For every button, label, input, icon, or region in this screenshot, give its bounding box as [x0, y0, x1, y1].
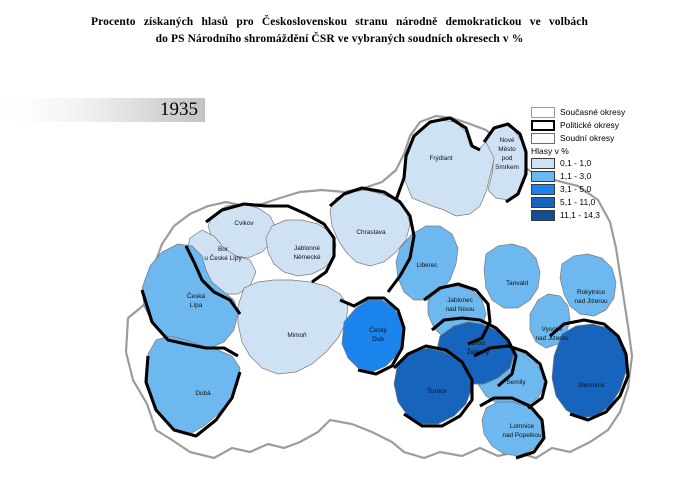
district-chrastava: [329, 189, 411, 267]
svg-text:nad Popelkou: nad Popelkou: [502, 432, 542, 439]
legend-label-class-4: 11,1 - 14,3: [560, 210, 601, 220]
legend-class-0: 0,1 - 1,0: [531, 157, 677, 169]
svg-text:Dub: Dub: [372, 336, 384, 343]
judicial-districts-layer: [141, 119, 627, 457]
label-nove-mesto-pod-smrkem: Nové: [500, 137, 515, 144]
label-bor-u-ceske-lipy: Bor: [218, 246, 229, 253]
legend-swatch-current-districts: [531, 106, 555, 118]
svg-text:nad Jizerou: nad Jizerou: [535, 335, 568, 342]
legend-item-current-districts: Současné okresy: [531, 106, 677, 118]
legend-swatch-class-2: [531, 183, 555, 195]
label-cesky-dub: Český: [369, 325, 388, 334]
svg-text:pod: pod: [502, 155, 513, 162]
label-jablonec-nad-nisou: Jablonec: [447, 297, 473, 304]
label-turnov: Turnov: [427, 388, 447, 395]
legend-swatch-class-0: [531, 157, 555, 169]
district-lomnice-nad-popelkou: [481, 401, 545, 457]
svg-text:nad Jizerou: nad Jizerou: [574, 298, 607, 305]
legend-value-heading: Hlasy v %: [531, 146, 569, 156]
title-line-1: Procento získaných hlasů pro Českosloven…: [91, 16, 588, 28]
svg-text:Železný: Železný: [467, 347, 490, 356]
map-legend: Současné okresy Politické okresy Soudní …: [531, 106, 677, 222]
label-jilemnice: Jilemnice: [578, 382, 605, 389]
legend-class-4: 11,1 - 14,3: [531, 209, 677, 221]
page-title: Procento získaných hlasů pro Českosloven…: [0, 14, 679, 48]
label-frydlant: Frýdlant: [429, 155, 452, 162]
legend-swatch-class-3: [531, 196, 555, 208]
label-liberec: Liberec: [417, 262, 439, 269]
label-cvikov: Cvikov: [234, 220, 254, 227]
svg-text:nad Nisou: nad Nisou: [446, 306, 475, 313]
label-ceska-lipa: Česká: [187, 291, 206, 300]
label-brod-zelezny: Brod: [471, 340, 485, 347]
svg-text:Smrkem: Smrkem: [495, 164, 519, 171]
svg-text:Město: Město: [498, 146, 516, 153]
svg-text:u České Lípy: u České Lípy: [204, 253, 242, 262]
legend-label-class-2: 3,1 - 5,0: [560, 184, 592, 194]
legend-class-2: 3,1 - 5,0: [531, 183, 677, 195]
district-labels-layer: Frýdlant Nové Město pod Smrkem Cvikov Bo…: [187, 137, 608, 439]
district-tanvald: [483, 243, 541, 309]
legend-label-class-1: 1,1 - 3,0: [560, 171, 592, 181]
label-rokytnice-nad-jizerou: Rokytnice: [577, 289, 606, 296]
legend-label-judicial-districts: Soudní okresy: [560, 133, 615, 143]
district-jablonne-nemecke: [265, 219, 337, 277]
district-rokytnice-nad-jizerou: [559, 253, 617, 317]
political-districts-layer: [140, 116, 630, 460]
title-line-2: do PS Národního shromáždění ČSR ve vybra…: [155, 33, 524, 45]
legend-class-1: 1,1 - 3,0: [531, 170, 677, 182]
current-districts-layer: [124, 114, 634, 460]
district-mimon: [237, 279, 349, 375]
legend-label-class-3: 5,1 - 11,0: [560, 197, 596, 207]
svg-text:Německé: Německé: [294, 254, 321, 261]
svg-text:Lípa: Lípa: [190, 302, 203, 309]
label-duba: Dubá: [195, 390, 211, 397]
legend-swatch-political-districts: [531, 119, 555, 131]
legend-class-3: 5,1 - 11,0: [531, 196, 677, 208]
legend-item-judicial-districts: Soudní okresy: [531, 132, 677, 144]
label-chrastava: Chrastava: [356, 229, 386, 236]
year-banner: [0, 98, 205, 122]
legend-label-class-0: 0,1 - 1,0: [560, 158, 592, 168]
label-jablonne-nemecke: Jablonné: [294, 245, 320, 252]
district-jilemnice: [551, 323, 627, 419]
label-semily: Semily: [506, 379, 526, 386]
year-label: 1935: [160, 99, 198, 120]
label-mimon: Mimoň: [287, 332, 307, 339]
label-tanvald: Tanvald: [506, 280, 528, 287]
legend-label-political-districts: Politické okresy: [560, 120, 620, 130]
district-turnov: [393, 347, 473, 425]
label-vysoke-nad-jizerou: Vysoké: [542, 326, 563, 333]
legend-swatch-class-4: [531, 209, 555, 221]
legend-label-current-districts: Současné okresy: [560, 107, 626, 117]
label-lomnice-nad-popelkou: Lomnice: [510, 423, 535, 430]
legend-item-political-districts: Politické okresy: [531, 119, 677, 131]
legend-swatch-class-1: [531, 170, 555, 182]
legend-swatch-judicial-districts: [531, 132, 555, 144]
